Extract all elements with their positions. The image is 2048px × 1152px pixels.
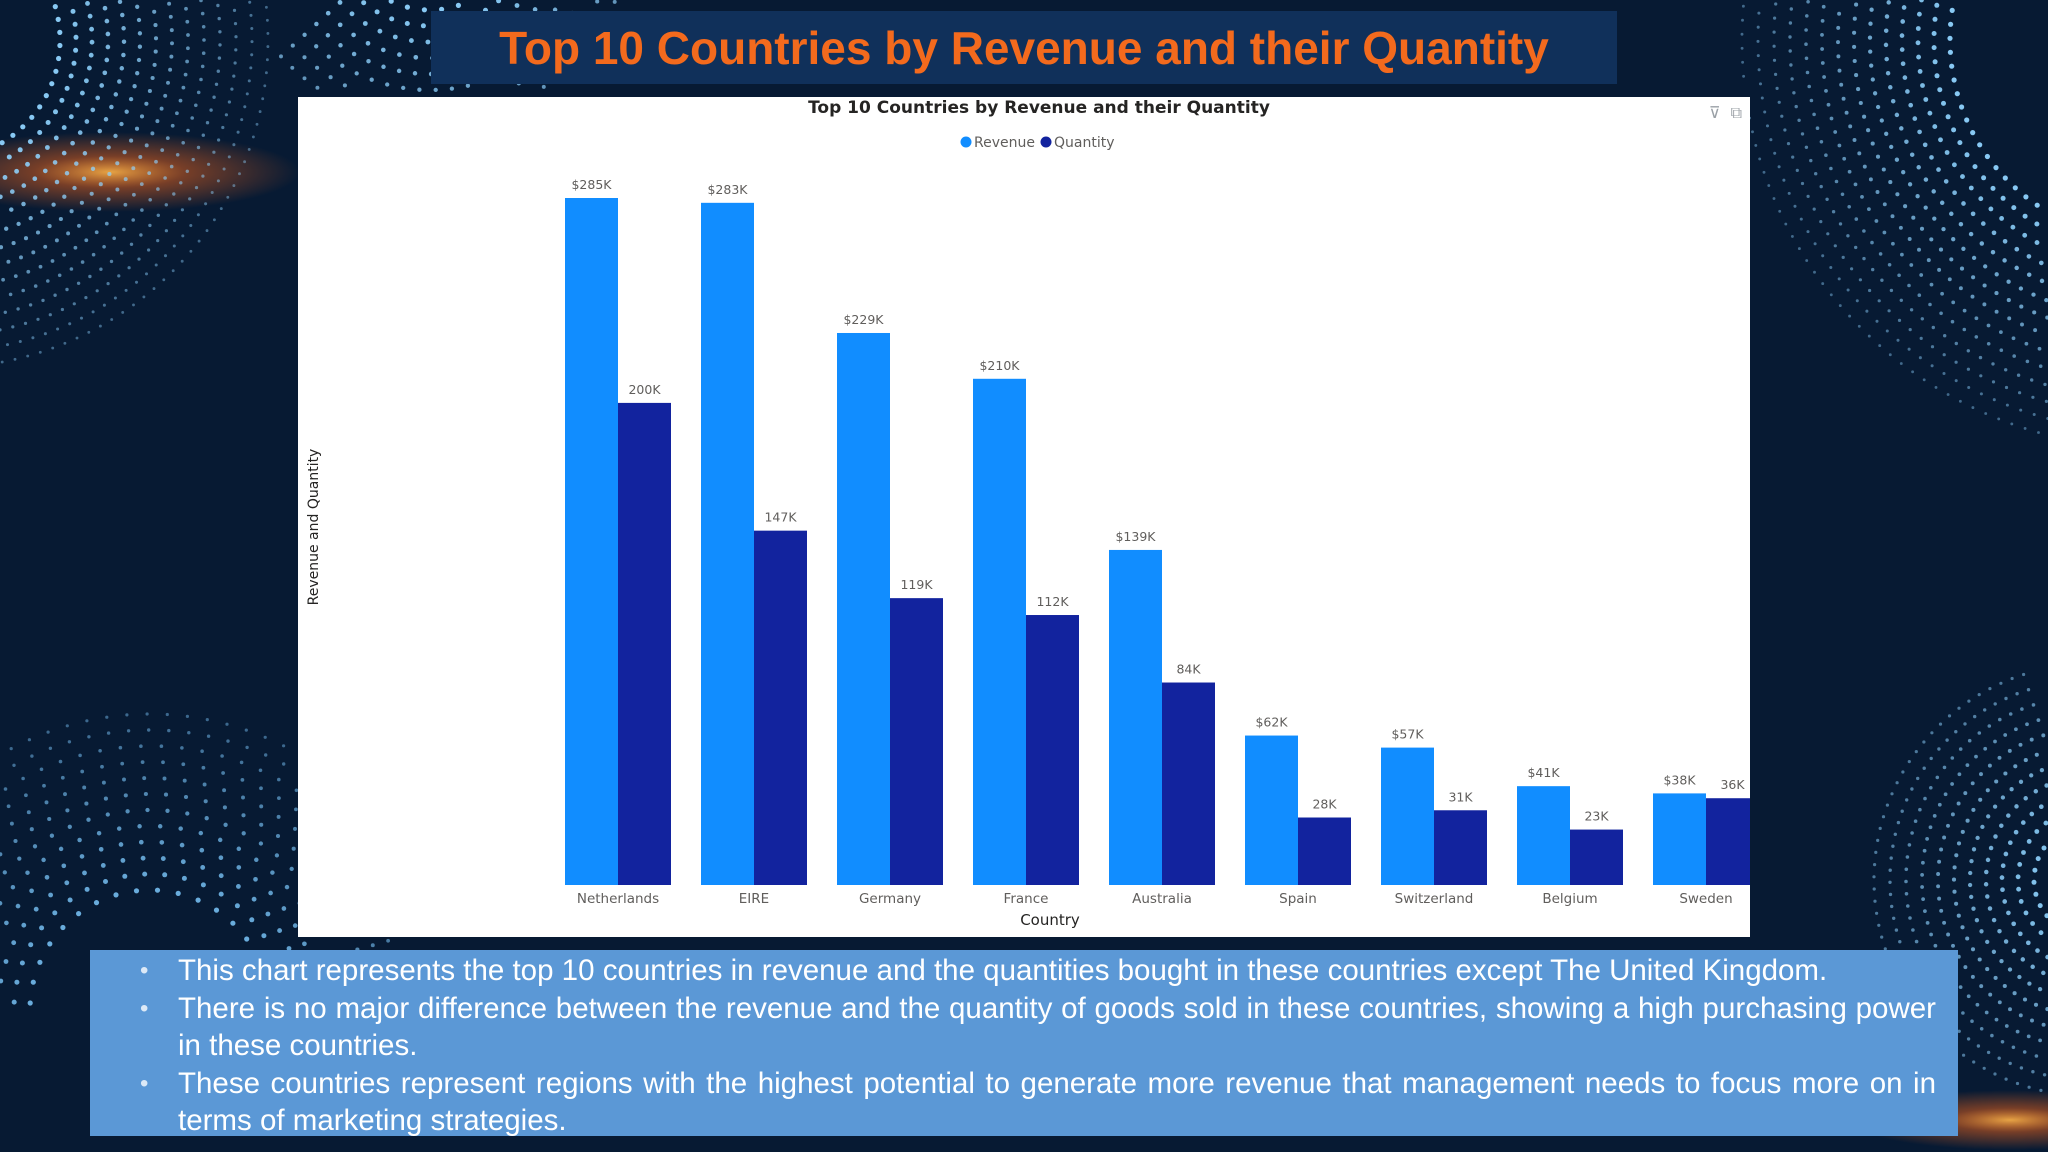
bar-group[interactable]: $38K 36K Sweden <box>1653 772 1750 907</box>
bar-quantity[interactable] <box>618 402 671 885</box>
legend-marker-quantity <box>1040 136 1052 148</box>
data-label-quantity: 119K <box>900 577 933 592</box>
legend-label-revenue: Revenue <box>974 135 1035 151</box>
bar-revenue[interactable] <box>1517 786 1570 885</box>
data-label-revenue: $38K <box>1663 772 1696 787</box>
note-item: These countries represent regions with t… <box>140 1065 1936 1140</box>
dot-arc <box>1740 0 2048 434</box>
bar-quantity[interactable] <box>1570 829 1623 885</box>
chart-visual[interactable]: Top 10 Countries by Revenue and their Qu… <box>298 97 1750 937</box>
visual-header-icons: ⊽ ⧉ <box>1709 103 1742 123</box>
x-tick-label: Sweden <box>1679 891 1732 907</box>
legend: Revenue Quantity <box>960 135 1115 151</box>
bar-group[interactable]: $139K 84K Australia <box>1109 529 1215 907</box>
x-axis-label: Country <box>1020 911 1080 929</box>
data-label-revenue: $57K <box>1391 727 1424 742</box>
slide-title: Top 10 Countries by Revenue and their Qu… <box>499 21 1549 74</box>
x-tick-label: Spain <box>1279 891 1317 907</box>
data-label-quantity: 23K <box>1584 809 1609 824</box>
bar-quantity[interactable] <box>1162 682 1215 885</box>
bar-group[interactable]: $41K 23K Belgium <box>1517 765 1623 907</box>
bar-group[interactable]: $62K 28K Spain <box>1245 715 1351 907</box>
x-tick-label: Belgium <box>1542 891 1597 907</box>
data-label-quantity: 200K <box>628 382 661 397</box>
data-label-revenue: $62K <box>1255 715 1288 730</box>
data-label-revenue: $139K <box>1115 529 1156 544</box>
data-label-quantity: 112K <box>1036 594 1069 609</box>
x-tick-label: Switzerland <box>1395 891 1474 907</box>
x-tick-label: EIRE <box>739 891 769 907</box>
x-tick-label: Germany <box>859 891 921 907</box>
note-item: There is no major difference between the… <box>140 990 1936 1065</box>
bar-revenue[interactable] <box>1109 549 1162 885</box>
bar-group[interactable]: $229K 119K Germany <box>837 312 943 907</box>
bar-revenue[interactable] <box>1653 793 1706 885</box>
dot-arc <box>0 0 270 364</box>
bar-revenue[interactable] <box>973 378 1026 885</box>
x-tick-label: Australia <box>1132 891 1192 907</box>
bar-revenue[interactable] <box>1245 735 1298 885</box>
bar-quantity[interactable] <box>890 598 943 885</box>
data-label-quantity: 84K <box>1176 662 1201 677</box>
legend-marker-revenue <box>960 136 972 148</box>
x-tick-label: Netherlands <box>577 891 659 907</box>
data-label-quantity: 28K <box>1312 797 1337 812</box>
focus-mode-icon[interactable]: ⧉ <box>1730 103 1742 122</box>
data-label-revenue: $41K <box>1527 765 1560 780</box>
data-label-revenue: $210K <box>979 358 1020 373</box>
data-label-quantity: 147K <box>764 510 797 525</box>
bar-chart: Top 10 Countries by Revenue and their Qu… <box>306 98 1750 929</box>
slide-title-banner: Top 10 Countries by Revenue and their Qu… <box>431 11 1617 84</box>
note-item: This chart represents the top 10 countri… <box>140 952 1936 990</box>
bar-quantity[interactable] <box>1298 817 1351 885</box>
data-label-revenue: $285K <box>571 177 612 192</box>
chart-title: Top 10 Countries by Revenue and their Qu… <box>808 98 1270 118</box>
bar-revenue[interactable] <box>701 202 754 885</box>
notes-list: This chart represents the top 10 countri… <box>140 952 1936 1140</box>
bar-quantity[interactable] <box>1026 615 1079 885</box>
data-label-revenue: $283K <box>707 182 748 197</box>
data-label-quantity: 31K <box>1448 789 1473 804</box>
bar-revenue[interactable] <box>1381 747 1434 885</box>
bar-group[interactable]: $283K 147K EIRE <box>701 182 807 907</box>
bar-group[interactable]: $210K 112K France <box>973 358 1079 907</box>
x-tick-label: France <box>1004 891 1049 907</box>
filter-icon[interactable]: ⊽ <box>1708 103 1721 122</box>
bar-quantity[interactable] <box>1706 798 1750 885</box>
bar-revenue[interactable] <box>837 332 890 885</box>
notes-panel: This chart represents the top 10 countri… <box>90 950 1958 1137</box>
y-axis-label: Revenue and Quantity <box>306 449 322 606</box>
legend-label-quantity: Quantity <box>1054 135 1115 151</box>
bar-group[interactable]: $285K 200K Netherlands <box>565 177 671 907</box>
data-label-revenue: $229K <box>843 312 884 327</box>
data-label-quantity: 36K <box>1720 777 1745 792</box>
bar-quantity[interactable] <box>754 530 807 885</box>
bar-group[interactable]: $57K 31K Switzerland <box>1381 727 1487 907</box>
bar-revenue[interactable] <box>565 198 618 885</box>
bar-quantity[interactable] <box>1434 810 1487 885</box>
